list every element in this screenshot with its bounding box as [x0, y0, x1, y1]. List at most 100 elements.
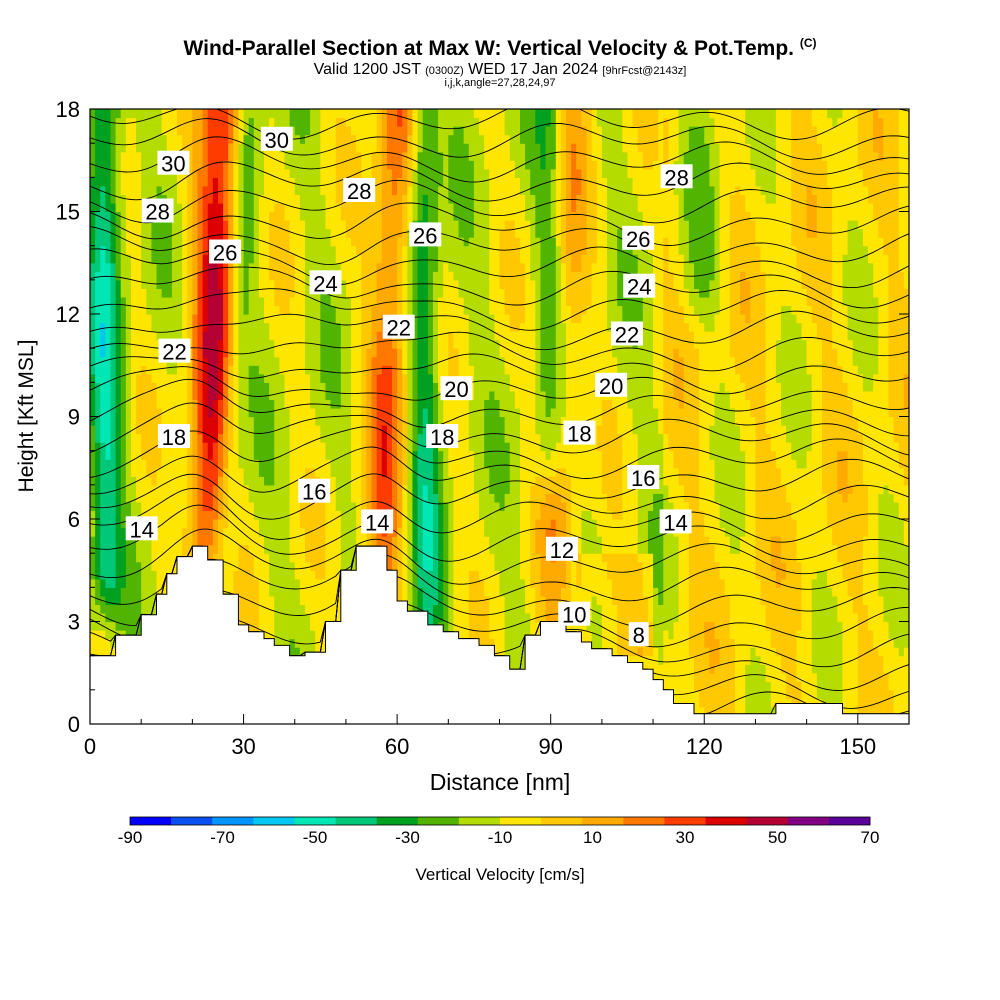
velocity-cell [432, 467, 439, 477]
velocity-cell [156, 365, 163, 375]
velocity-cell [156, 271, 163, 281]
velocity-cell [289, 202, 296, 213]
velocity-cell [289, 493, 296, 503]
velocity-cell [397, 305, 403, 315]
velocity-cell [95, 433, 101, 443]
velocity-cell [136, 450, 142, 460]
velocity-cell [304, 348, 311, 358]
velocity-cell [381, 348, 388, 358]
velocity-cell [320, 604, 327, 614]
velocity-cell [366, 168, 373, 178]
velocity-cell [289, 519, 296, 529]
velocity-cell [197, 228, 204, 238]
velocity-cell [427, 177, 434, 187]
velocity-cell [182, 331, 188, 341]
velocity-cell [330, 314, 337, 324]
velocity-cell [381, 296, 388, 307]
velocity-cell [315, 314, 321, 324]
velocity-cell [407, 476, 414, 486]
velocity-cell [100, 416, 106, 426]
velocity-cell [100, 638, 106, 648]
velocity-cell [397, 459, 403, 469]
velocity-cell [125, 578, 132, 588]
velocity-cell [197, 288, 204, 298]
velocity-cell [217, 305, 224, 315]
velocity-cell [335, 604, 342, 614]
velocity-cell [243, 382, 250, 392]
velocity-cell [258, 339, 265, 349]
velocity-cell [182, 416, 188, 426]
velocity-cell [422, 416, 429, 426]
velocity-cell [417, 109, 424, 119]
velocity-cell [422, 143, 429, 153]
velocity-cell [356, 510, 362, 520]
velocity-cell [253, 151, 260, 161]
velocity-cell [330, 305, 337, 315]
velocity-cell [212, 356, 219, 366]
velocity-cell [299, 211, 306, 221]
velocity-cell [264, 467, 270, 477]
velocity-cell [345, 322, 352, 332]
velocity-cell [100, 331, 106, 341]
velocity-cell [335, 202, 342, 213]
velocity-cell [320, 390, 327, 401]
velocity-cell [371, 407, 378, 418]
velocity-cell [105, 442, 112, 452]
velocity-cell [161, 544, 168, 554]
velocity-cell [136, 612, 142, 623]
velocity-cell [340, 237, 347, 247]
velocity-cell [310, 109, 316, 119]
velocity-cell [253, 450, 260, 460]
velocity-cell [248, 433, 255, 443]
velocity-cell [125, 177, 132, 187]
velocity-cell [115, 331, 122, 341]
velocity-cell [197, 296, 204, 307]
velocity-cell [217, 322, 224, 332]
velocity-cell [258, 553, 265, 563]
velocity-cell [376, 399, 383, 409]
velocity-cell [274, 373, 280, 383]
velocity-cell [407, 595, 414, 606]
velocity-cell [269, 314, 275, 324]
velocity-cell [95, 612, 101, 623]
velocity-cell [299, 425, 306, 435]
velocity-cell [335, 544, 342, 554]
velocity-cell [228, 578, 234, 588]
velocity-cell [284, 578, 291, 588]
velocity-cell [274, 587, 280, 597]
velocity-cell [269, 237, 275, 247]
velocity-cell [427, 194, 434, 204]
velocity-cell [95, 151, 101, 161]
velocity-cell [130, 356, 137, 366]
velocity-cell [187, 134, 193, 144]
velocity-cell [110, 587, 117, 597]
velocity-cell [253, 433, 260, 443]
velocity-cell [402, 519, 408, 529]
velocity-cell [125, 612, 132, 623]
velocity-cell [115, 271, 122, 281]
velocity-cell [417, 450, 424, 460]
velocity-cell [284, 382, 291, 392]
velocity-cell [345, 536, 352, 546]
velocity-cell [217, 425, 224, 435]
velocity-cell [161, 484, 168, 494]
velocity-cell [141, 339, 147, 349]
velocity-cell [279, 390, 286, 401]
velocity-cell [197, 262, 204, 272]
velocity-cell [253, 220, 260, 230]
velocity-cell [243, 254, 250, 264]
velocity-cell [192, 126, 199, 136]
velocity-cell [274, 604, 280, 614]
velocity-cell [171, 501, 178, 512]
velocity-cell [192, 510, 199, 520]
velocity-cell [422, 245, 429, 255]
velocity-cell [120, 109, 127, 119]
velocity-cell [141, 570, 147, 580]
velocity-cell [212, 160, 219, 170]
velocity-cell [438, 117, 444, 127]
velocity-cell [279, 570, 286, 580]
velocity-cell [115, 348, 122, 358]
velocity-cell [427, 612, 434, 623]
velocity-cell [258, 117, 265, 127]
velocity-cell [120, 322, 127, 332]
